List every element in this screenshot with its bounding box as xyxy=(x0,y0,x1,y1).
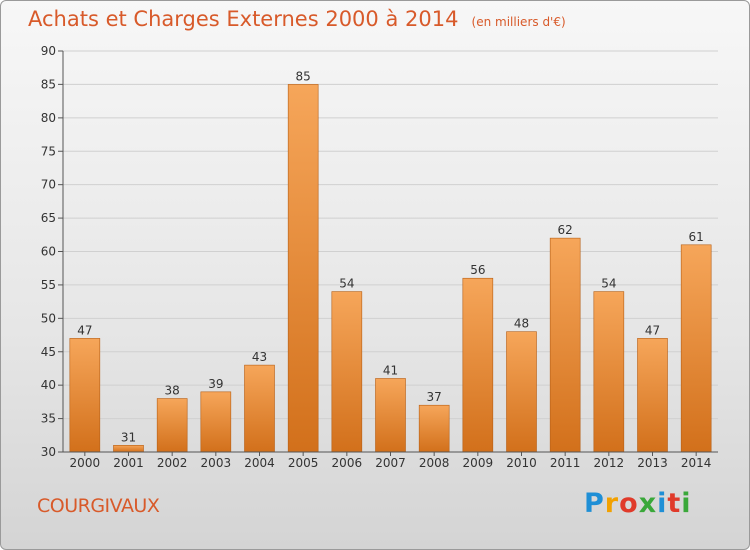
x-tick-label: 2000 xyxy=(70,456,101,470)
x-tick-label: 2012 xyxy=(594,456,625,470)
logo-letter: o xyxy=(619,488,639,519)
value-label: 47 xyxy=(645,323,660,337)
bar xyxy=(506,331,537,453)
bar xyxy=(680,244,712,453)
logo-letter: P xyxy=(584,488,605,519)
bar xyxy=(637,338,668,453)
bar xyxy=(462,277,494,453)
y-tick-label: 60 xyxy=(41,245,56,259)
x-tick-label: 2005 xyxy=(288,456,319,470)
proxiti-logo: Proxiti xyxy=(584,488,692,519)
y-tick-label: 35 xyxy=(41,412,56,426)
x-tick-label: 2014 xyxy=(681,456,712,470)
axes xyxy=(58,50,718,456)
value-label: 31 xyxy=(121,430,136,444)
logo-letter: i xyxy=(657,488,668,519)
bar xyxy=(418,404,450,453)
value-label: 54 xyxy=(601,277,616,291)
y-tick-label: 65 xyxy=(41,211,56,225)
x-tick-label: 2001 xyxy=(113,456,144,470)
x-tick-label: 2006 xyxy=(332,456,363,470)
value-label: 39 xyxy=(208,377,223,391)
x-tick-label: 2002 xyxy=(157,456,188,470)
labels: 30 35 40 45 50 55 60 65 70 75 80 85 90 47 2000 31 2001 38… xyxy=(41,44,712,470)
value-label: 56 xyxy=(470,263,485,277)
bars xyxy=(69,84,712,453)
bar xyxy=(244,364,275,453)
x-tick-label: 2013 xyxy=(637,456,668,470)
bar xyxy=(200,391,232,453)
y-tick-label: 80 xyxy=(41,111,56,125)
y-tick-label: 45 xyxy=(41,345,56,359)
bar xyxy=(331,291,363,453)
x-tick-label: 2010 xyxy=(506,456,537,470)
chart-unit: (en milliers d'€) xyxy=(471,15,566,29)
y-tick-label: 90 xyxy=(41,44,56,58)
x-tick-label: 2011 xyxy=(550,456,581,470)
value-label: 54 xyxy=(339,277,354,291)
bar xyxy=(549,237,581,453)
value-label: 61 xyxy=(689,230,704,244)
y-tick-label: 70 xyxy=(41,178,56,192)
value-label: 62 xyxy=(558,223,573,237)
value-label: 37 xyxy=(427,390,442,404)
bar xyxy=(593,291,625,453)
chart-title: Achats et Charges Externes 2000 à 2014 (… xyxy=(28,7,566,31)
logo-letter: x xyxy=(638,488,658,519)
x-tick-label: 2009 xyxy=(463,456,494,470)
chart-title-text: Achats et Charges Externes 2000 à 2014 xyxy=(28,7,459,31)
y-tick-label: 50 xyxy=(41,311,56,325)
value-label: 41 xyxy=(383,363,398,377)
bar xyxy=(375,378,406,453)
x-tick-label: 2008 xyxy=(419,456,450,470)
value-label: 48 xyxy=(514,317,529,331)
bar xyxy=(156,398,188,453)
y-tick-label: 40 xyxy=(41,378,56,392)
y-tick-label: 55 xyxy=(41,278,56,292)
commune-name: COURGIVAUX xyxy=(37,495,160,517)
bar xyxy=(287,84,319,453)
logo-letter: i xyxy=(681,488,692,519)
value-label: 47 xyxy=(77,323,92,337)
x-tick-label: 2003 xyxy=(201,456,232,470)
bar xyxy=(113,445,144,453)
value-label: 85 xyxy=(296,69,311,83)
x-tick-label: 2004 xyxy=(244,456,275,470)
x-tick-label: 2007 xyxy=(375,456,406,470)
y-tick-label: 85 xyxy=(41,77,56,91)
y-tick-label: 30 xyxy=(41,445,56,459)
value-label: 43 xyxy=(252,350,267,364)
logo-letter: t xyxy=(667,488,682,519)
logo-letter: r xyxy=(604,488,620,519)
value-label: 38 xyxy=(165,384,180,398)
bar xyxy=(69,338,101,453)
y-tick-label: 75 xyxy=(41,144,56,158)
